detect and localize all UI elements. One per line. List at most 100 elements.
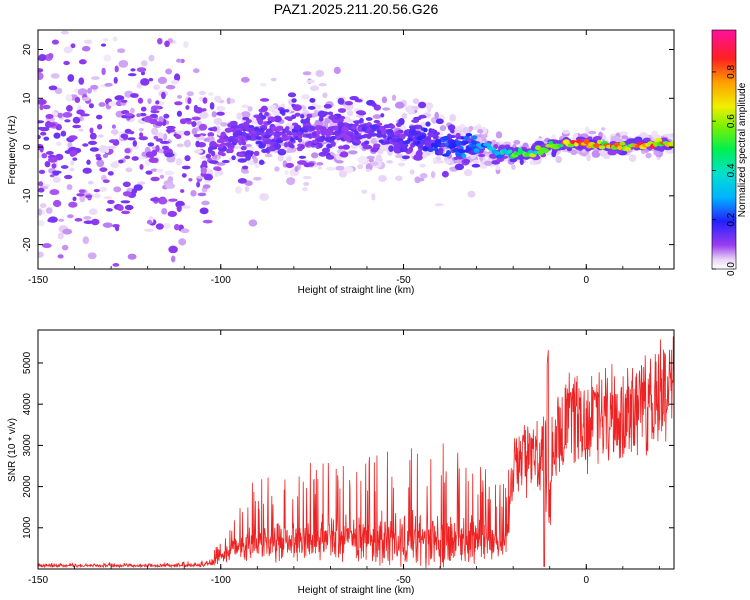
spectral-cell — [599, 149, 609, 158]
spectral-cell — [46, 122, 57, 128]
spectral-cell — [69, 150, 78, 156]
spectral-cell — [63, 46, 73, 54]
spectral-cell — [378, 175, 387, 182]
spectral-cell — [375, 132, 384, 138]
spectral-cell — [477, 153, 486, 158]
spectral-cell — [62, 228, 73, 235]
spectral-cell — [44, 160, 51, 168]
spectral-cell — [78, 77, 85, 85]
spectral-cell — [591, 150, 601, 158]
spectral-cell — [584, 126, 590, 134]
spectral-cell — [289, 137, 295, 142]
spectral-cell — [311, 152, 319, 159]
y-tick-label: -20 — [22, 237, 33, 252]
spectral-cell — [253, 150, 260, 157]
spectral-cell — [372, 114, 382, 119]
spectral-cell — [294, 166, 299, 172]
spectral-cell — [60, 30, 69, 35]
spectral-cell — [294, 112, 301, 117]
spectral-cell — [112, 263, 120, 267]
spectral-cell — [102, 179, 110, 184]
spectral-cell — [158, 116, 164, 123]
spectral-cell — [269, 145, 275, 151]
spectral-cell — [203, 180, 211, 184]
spectral-cell — [385, 128, 394, 134]
spectral-cell — [619, 141, 626, 146]
spectral-cell — [322, 111, 329, 116]
spectral-cell — [87, 252, 97, 260]
spectral-cell — [159, 174, 165, 179]
spectral-cell — [78, 59, 87, 65]
spectral-cell — [74, 217, 83, 222]
spectral-cell — [245, 119, 252, 124]
spectral-cell — [86, 159, 91, 165]
spectral-cell — [325, 154, 335, 160]
spectral-cell — [355, 110, 366, 115]
spectral-cell — [195, 140, 200, 148]
spectral-cell — [103, 54, 112, 62]
spectral-cell — [425, 121, 431, 127]
spectral-cell — [162, 145, 169, 150]
spectral-cell — [244, 186, 250, 192]
spectral-cell — [419, 163, 426, 168]
spectral-cell — [376, 122, 383, 126]
spectral-cell — [408, 146, 414, 153]
spectral-cell — [264, 111, 270, 117]
y-tick-label: 5000 — [22, 351, 33, 374]
spectral-cell — [300, 114, 305, 119]
spectral-cell — [153, 84, 160, 91]
spectral-cell — [511, 164, 516, 171]
spectral-cell — [164, 152, 174, 158]
spectral-cell — [284, 141, 289, 148]
spectral-cell — [89, 127, 94, 134]
spectral-cell — [335, 165, 345, 171]
spectral-cell — [183, 130, 191, 136]
spectral-cell — [495, 164, 501, 171]
spectral-cell — [39, 144, 44, 153]
spectral-cell — [257, 118, 264, 126]
spectral-cell — [48, 216, 58, 223]
spectral-cell — [354, 130, 359, 136]
spectral-cell — [43, 136, 50, 141]
spectral-cell — [130, 68, 136, 72]
y-tick-label: 0 — [22, 144, 33, 150]
spectral-cell — [125, 112, 134, 117]
spectral-cell — [39, 126, 50, 132]
spectral-cell — [369, 161, 379, 166]
spectral-cell — [231, 155, 236, 161]
spectral-cell — [74, 96, 81, 103]
spectral-cell — [240, 76, 250, 83]
spectral-cell — [382, 133, 387, 139]
spectral-cell — [325, 166, 336, 171]
spectral-cell — [240, 111, 251, 119]
spectral-cell — [209, 102, 215, 110]
spectral-cell — [542, 148, 549, 154]
spectral-cell — [495, 154, 504, 159]
spectral-cell — [65, 271, 72, 275]
spectral-cell — [441, 170, 449, 178]
spectral-cell — [108, 139, 117, 144]
spectral-cell — [442, 135, 450, 140]
spectral-cell — [245, 134, 253, 140]
spectral-cell — [624, 146, 631, 151]
spectral-cell — [102, 153, 109, 158]
spectral-cell — [253, 126, 260, 132]
spectral-cell — [193, 68, 200, 74]
x-tick-label: -50 — [396, 575, 411, 586]
spectral-cell — [55, 141, 62, 146]
spectral-cell — [227, 138, 235, 143]
spectral-cell — [200, 166, 207, 174]
spectral-cell — [111, 124, 116, 129]
spectral-cell — [38, 98, 47, 106]
spectral-cell — [484, 160, 493, 166]
spectral-cell — [202, 97, 208, 104]
snr-panel: -150 -100 -50 0 1000 2000 3000 4000 5000 Height… — [7, 329, 675, 596]
spectral-cell — [458, 148, 465, 154]
spectral-cell — [251, 130, 257, 134]
spectral-cell — [349, 95, 359, 101]
spectral-cell — [199, 207, 209, 215]
spectral-cell — [89, 132, 97, 140]
spectral-cell — [90, 84, 99, 90]
spectral-cell — [113, 186, 122, 193]
spectral-cell — [551, 150, 557, 158]
